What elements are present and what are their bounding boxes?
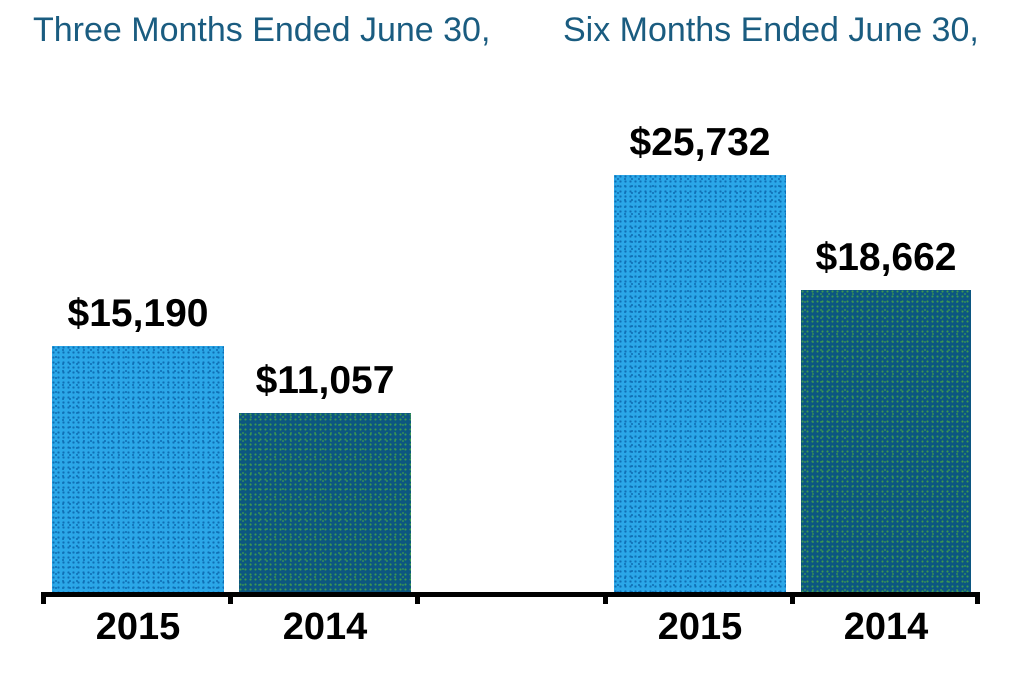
bar-2014-group-2 bbox=[801, 290, 971, 592]
x-axis-tick bbox=[603, 592, 608, 604]
bar-2014-group-1 bbox=[239, 413, 411, 592]
x-axis-label-2015-group-1: 2015 bbox=[95, 606, 181, 648]
bar-2015-group-1 bbox=[52, 346, 224, 592]
x-axis-label-2014-group-1: 2014 bbox=[282, 606, 368, 648]
x-axis-tick bbox=[415, 592, 420, 604]
x-axis-tick bbox=[228, 592, 233, 604]
bar-value-label: $25,732 bbox=[629, 121, 771, 164]
x-axis-tick bbox=[41, 592, 46, 604]
x-axis-label-2014-group-2: 2014 bbox=[843, 606, 929, 648]
chart-title-six-months: Six Months Ended June 30, bbox=[563, 11, 979, 49]
x-axis-label-2015-group-2: 2015 bbox=[657, 606, 743, 648]
bar-value-label: $18,662 bbox=[815, 236, 957, 279]
x-axis-tick bbox=[790, 592, 795, 604]
x-axis-line bbox=[43, 592, 977, 597]
chart-title-three-months: Three Months Ended June 30, bbox=[33, 11, 491, 49]
bar-value-label: $15,190 bbox=[67, 292, 209, 335]
bar-2015-group-2 bbox=[614, 175, 786, 592]
bar-value-label: $11,057 bbox=[255, 359, 395, 402]
x-axis-tick bbox=[975, 592, 980, 604]
